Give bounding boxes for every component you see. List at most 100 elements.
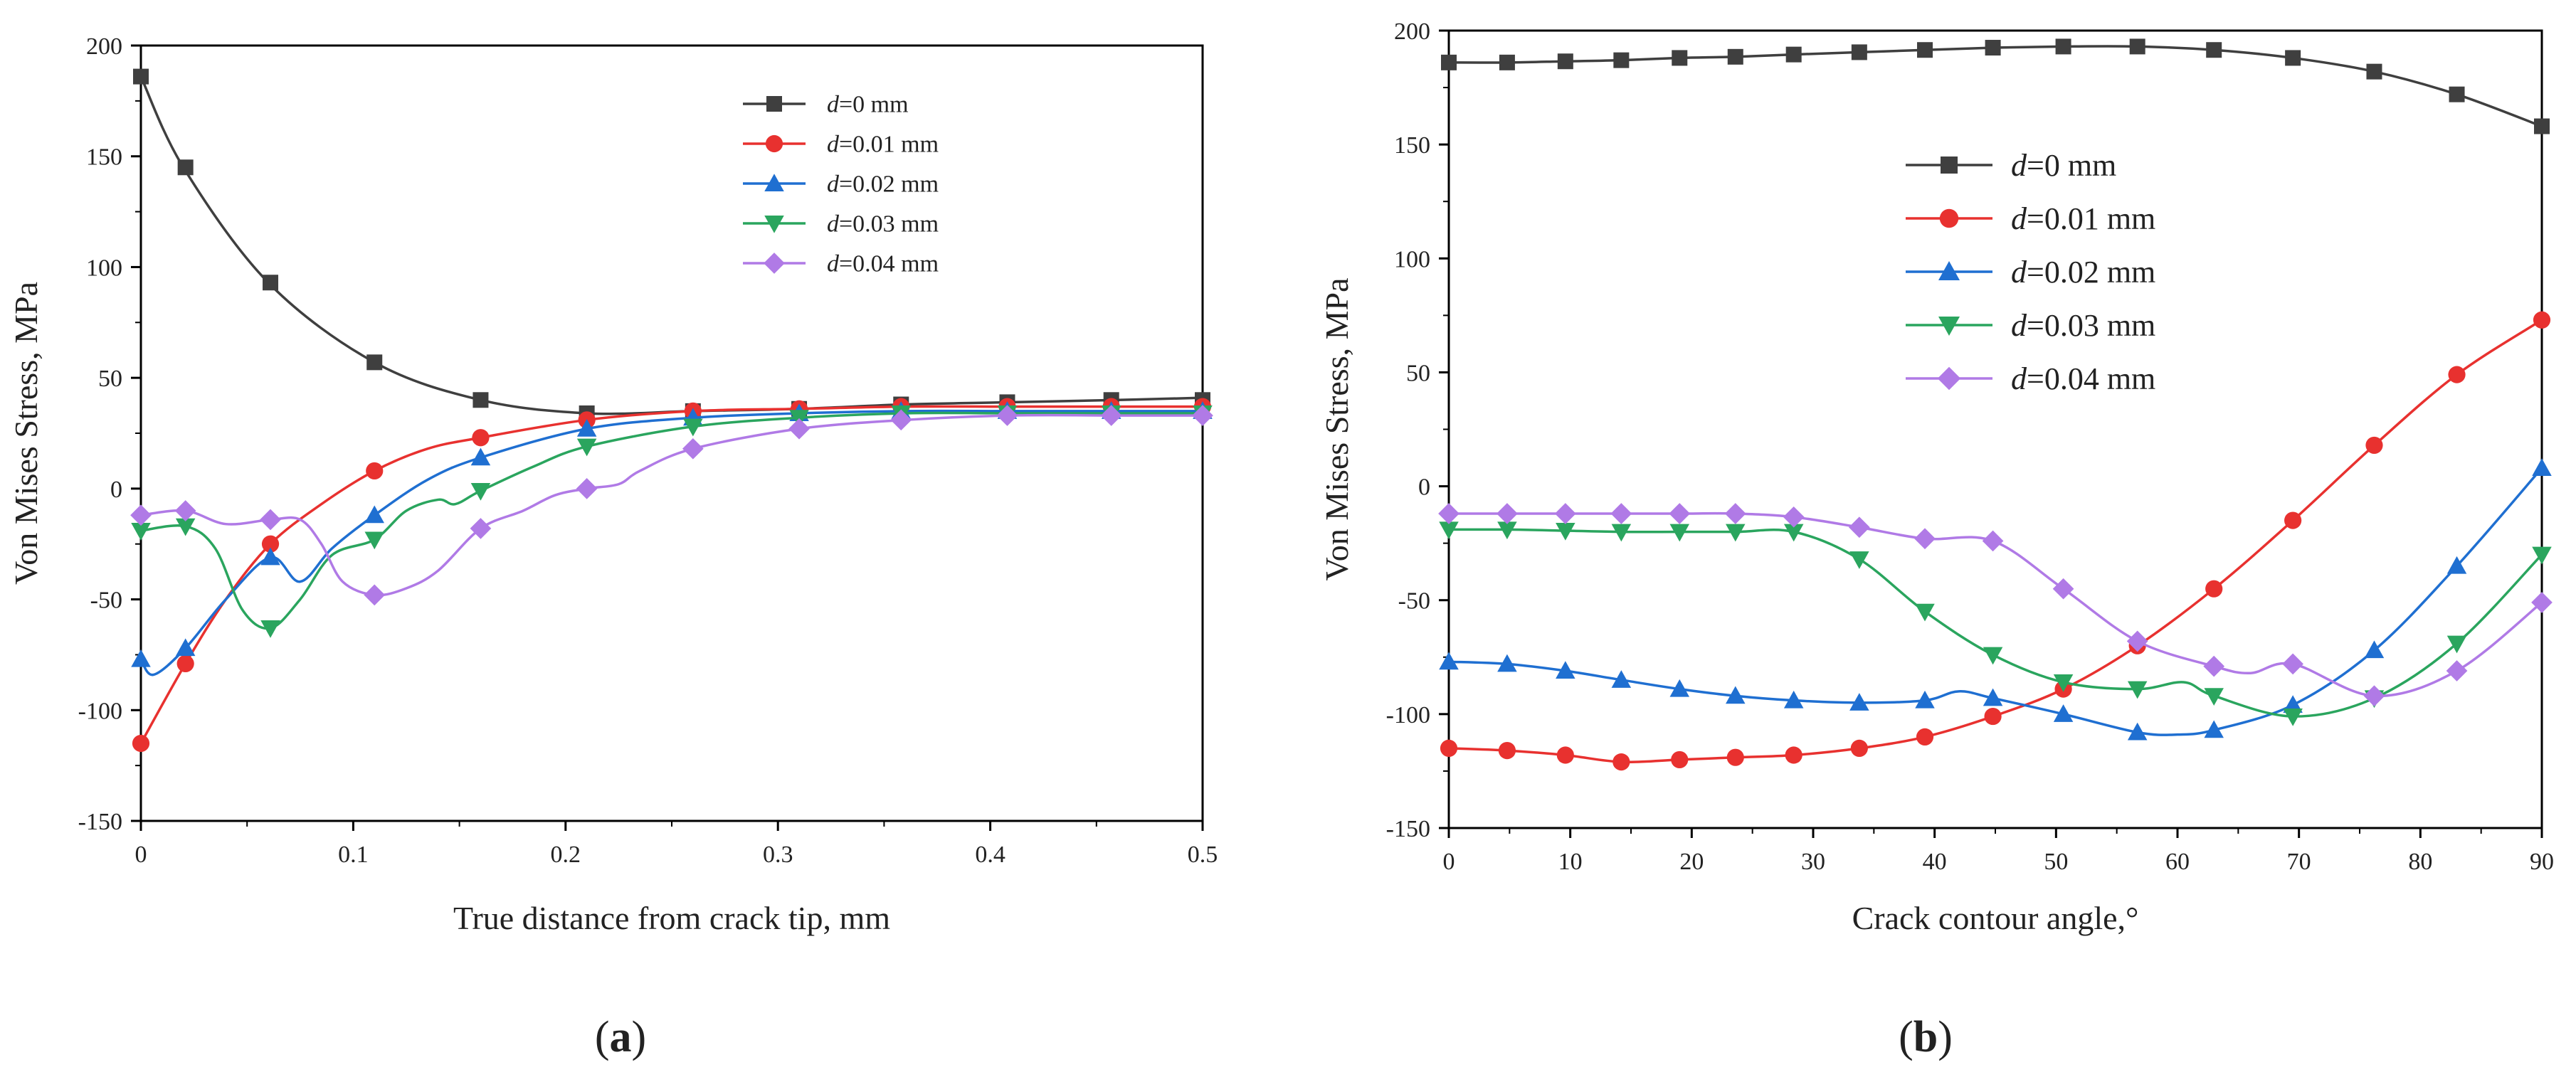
legend-label-variable: d [827,92,840,118]
data-point [2532,546,2552,565]
legend-marker [766,96,782,112]
legend-label: d=0 mm [827,92,909,118]
data-point [1726,524,1746,542]
x-tick-label: 0.1 [338,842,369,868]
data-point [261,535,280,553]
legend-entry: d=0.01 mm [743,132,939,158]
data-point [1100,405,1122,426]
series-2 [1439,458,2552,741]
data-point [1556,661,1575,679]
x-tick-label: 10 [1558,849,1583,875]
y-tick-label: -150 [78,809,122,835]
legend-label: d=0.04 mm [2011,361,2155,396]
x-axis-title: Crack contour angle,° [1852,900,2139,936]
legend: d=0 mmd=0.01 mmd=0.02 mmd=0.03 mmd=0.04 … [743,92,939,277]
legend: d=0 mmd=0.01 mmd=0.02 mmd=0.03 mmd=0.04 … [1906,148,2155,396]
y-tick-label: 50 [98,366,122,392]
data-point [1499,54,1515,70]
legend-label-value: =0.03 mm [839,211,939,238]
data-point [2446,660,2468,681]
data-point [2446,635,2467,654]
data-point [1669,503,1691,524]
data-point [1915,690,1935,709]
data-point [1985,40,2001,56]
y-tick-label: 100 [1394,246,1430,272]
legend-label: d=0.04 mm [827,251,939,277]
legend-label-value: =0.03 mm [2027,308,2155,343]
data-point [1441,54,1457,70]
x-tick-label: 0 [1443,849,1455,875]
data-point [1556,523,1575,541]
legend-label: d=0.03 mm [827,211,939,238]
y-tick-label: 150 [1394,132,1430,159]
data-point [1849,551,1869,569]
data-point [2127,681,2148,699]
data-point [1669,679,1690,697]
data-point [1612,753,1630,771]
data-point [130,504,152,526]
data-point [366,354,383,371]
panel-label-open: ( [595,1013,610,1061]
legend-marker [765,134,783,153]
data-point [1783,506,1805,528]
y-axis-title: Von Mises Stress, MPa [1319,278,1355,581]
legend-label: d=0.01 mm [827,132,939,158]
data-point [2204,720,2224,738]
data-point [2127,722,2148,741]
data-point [1914,528,1936,550]
legend-label-variable: d [2011,361,2027,396]
y-tick-label: 150 [86,144,122,171]
data-point [1984,707,2002,726]
data-point [1983,647,2003,665]
x-tick-label: 0 [135,842,147,868]
panel-label-close: ) [632,1013,647,1061]
data-point [1785,46,1802,63]
x-tick-label: 0.2 [551,842,581,868]
data-point [2205,580,2223,598]
data-point [1726,686,1746,704]
data-point [1610,503,1632,524]
data-point [2206,42,2222,58]
y-tick-label: -150 [1386,816,1430,842]
data-point [470,482,491,501]
data-point [2055,38,2071,55]
legend-label-variable: d [2011,308,2027,343]
legend-label: d=0.03 mm [2011,308,2155,343]
data-point [260,620,280,638]
data-point [2053,674,2074,692]
data-point [263,275,279,291]
data-point [996,405,1018,426]
data-point [2446,556,2467,574]
data-point [470,447,491,466]
data-point [1727,48,1743,65]
y-tick-label: -100 [1386,702,1430,728]
legend-label-variable: d [2011,255,2027,290]
data-point [472,429,490,447]
legend-label-value: =0 mm [839,92,909,118]
data-point [576,419,597,437]
legend-entry: d=0.04 mm [1906,361,2155,396]
data-point [1915,603,1935,622]
legend-marker [764,216,784,233]
legend-label-value: =0 mm [2027,148,2116,183]
legend-label-variable: d [827,132,840,158]
data-point [2364,640,2385,659]
legend-entry: d=0.04 mm [743,251,939,277]
y-tick-label: 200 [1394,18,1430,45]
y-tick-label: 100 [86,255,122,281]
panel-label-letter: a [610,1013,632,1061]
legend-label: d=0.02 mm [827,171,939,198]
data-point [2449,86,2465,102]
data-point [1849,693,1869,711]
series-line [140,413,1203,597]
data-point [473,392,489,408]
data-point [1192,405,1213,426]
data-point [683,418,703,437]
x-tick-label: 80 [2408,849,2432,875]
x-tick-label: 60 [2165,849,2190,875]
panel-b: 0 10 20 30 40 50 60 70 80 90 -150 -100 -50 0 50 100 150 2… [1319,18,2554,1061]
data-point [2363,685,2385,707]
data-point [133,68,149,85]
